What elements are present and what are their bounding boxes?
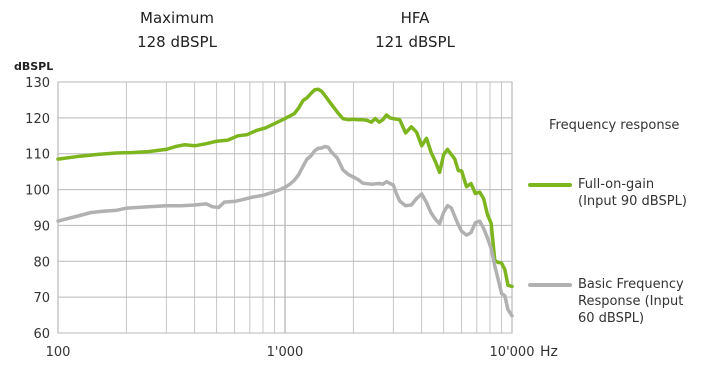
- y-tick-label: 120: [25, 112, 50, 127]
- legend-item-full-on-gain: Full-on-gain (Input 90 dBSPL): [528, 176, 698, 210]
- chart-axes: dBSPL Hz 60 70 80 90 100 110 120 130 100 1'000 10'…: [14, 60, 558, 360]
- y-tick-label: 130: [25, 76, 50, 91]
- x-tick-label: 10'000: [490, 345, 535, 360]
- series-line-basic-frequency-response: [56, 144, 514, 318]
- series-line-full-on-gain: [56, 87, 514, 289]
- y-tick-label: 60: [33, 327, 50, 342]
- x-tick-label: 1'000: [267, 345, 304, 360]
- y-tick-label: 80: [33, 255, 50, 270]
- y-tick-label: 90: [33, 219, 50, 234]
- legend-item-basic-frequency-response: Basic Frequency Response (Input 60 dBSPL…: [528, 276, 698, 327]
- legend-label-full-on-gain: Full-on-gain (Input 90 dBSPL): [578, 177, 687, 209]
- chart-series: [56, 87, 514, 318]
- maximum-readout: Maximum 128 dBSPL: [92, 6, 262, 54]
- x-tick-label: 100: [46, 345, 71, 360]
- y-axis-label: dBSPL: [14, 60, 53, 73]
- maximum-label: Maximum: [140, 9, 214, 27]
- legend-title: Frequency response: [549, 118, 680, 133]
- legend-swatch-full-on-gain: [528, 183, 572, 187]
- maximum-value: 128 dBSPL: [137, 33, 217, 51]
- legend-swatch-basic-frequency-response: [528, 283, 572, 287]
- x-axis-label: Hz: [540, 344, 558, 360]
- y-tick-label: 100: [25, 184, 50, 199]
- hfa-label: HFA: [400, 9, 430, 27]
- y-tick-label: 110: [25, 148, 50, 163]
- hfa-readout: HFA 121 dBSPL: [330, 6, 500, 54]
- y-tick-label: 70: [33, 291, 50, 306]
- hfa-value: 121 dBSPL: [375, 33, 455, 51]
- legend-label-basic-frequency-response: Basic Frequency Response (Input 60 dBSPL…: [578, 277, 684, 326]
